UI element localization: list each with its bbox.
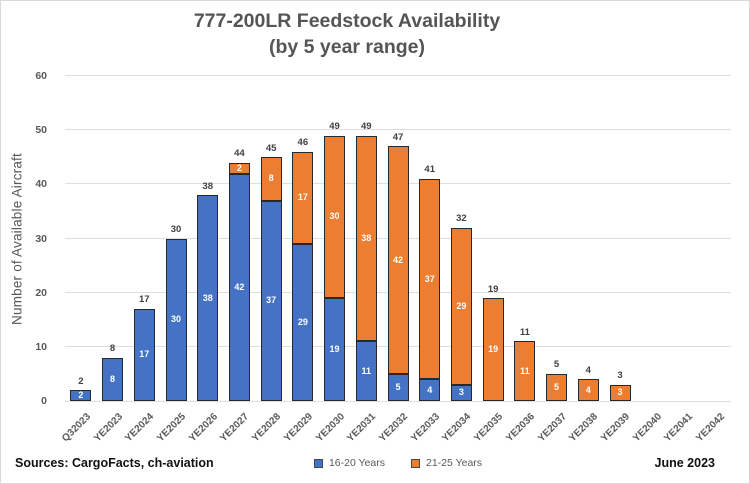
bar-segment-16-20-years: 30 (165, 238, 187, 401)
bar-segment-21-25-years: 11 (514, 341, 536, 401)
bar-segment-21-25-years: 19 (482, 298, 504, 401)
gridline-y50 (65, 129, 731, 131)
bar-segment-21-25-years: 8 (260, 157, 282, 201)
bar-ye2028: 37 8 (260, 157, 282, 401)
legend-label: 16-20 Years (328, 457, 385, 469)
bar-total-label-ye2032: 47 (392, 131, 404, 143)
bar-total-label-ye2037: 5 (553, 359, 560, 371)
x-axis-labels: Q32023 YE2023 YE2024 YE2025 YE2026 YE2027 YE20… (60, 404, 731, 456)
bar-segment-21-25-years: 5 (546, 373, 568, 401)
legend: 16-20 Years 21-25 Years (65, 458, 731, 469)
bar-segment-21-25-years: 17 (292, 151, 314, 244)
bar-segment-16-20-years: 4 (419, 379, 441, 401)
bar-ye2033: 4 37 (419, 178, 441, 401)
bar-segment-16-20-years: 11 (355, 341, 377, 401)
bar-segment-21-25-years: 30 (324, 135, 346, 299)
bar-ye2035: 19 (482, 298, 504, 401)
legend-label: 21-25 Years (426, 457, 483, 469)
y-tick-label-0: 0 (41, 395, 47, 407)
bar-ye2025: 30 (165, 238, 187, 401)
bar-total-label-ye2029: 46 (297, 137, 309, 149)
legend-item-16-20-years: 16-20 Years (313, 457, 385, 469)
bar-ye2039: 3 (609, 384, 631, 401)
y-tick-label-40: 40 (35, 178, 47, 191)
bar-segment-16-20-years: 8 (102, 357, 124, 401)
legend-square-icon (313, 458, 323, 468)
bar-segment-21-25-years: 37 (419, 178, 441, 380)
bar-segment-16-20-years: 29 (292, 243, 314, 401)
bar-ye2030: 19 30 (324, 135, 346, 401)
bar-total-label-ye2038: 4 (585, 364, 591, 376)
bar-total-label-ye2030: 49 (329, 121, 340, 133)
bar-total-label-ye2028: 45 (265, 142, 277, 154)
bar-segment-16-20-years: 5 (387, 373, 409, 401)
y-tick-label-60: 60 (35, 70, 47, 82)
bar-segment-16-20-years: 38 (197, 195, 219, 401)
bar-ye2024: 17 (133, 308, 155, 401)
bar-segment-21-25-years: 4 (577, 379, 599, 401)
bar-total-label-ye2026: 38 (202, 180, 213, 192)
bar-total-label-ye2024: 17 (138, 294, 150, 306)
bar-segment-16-20-years: 42 (228, 173, 250, 401)
bar-segment-21-25-years: 3 (609, 384, 631, 401)
date-text: June 2023 (654, 456, 715, 470)
bar-total-label-ye2033: 41 (424, 164, 435, 176)
chart-title-line1: 777-200LR Feedstock Availability (193, 10, 501, 32)
bar-segment-21-25-years: 42 (387, 146, 409, 374)
bar-segment-16-20-years: 3 (450, 384, 472, 401)
y-tick-label-10: 10 (35, 340, 47, 353)
bar-total-label-ye2036: 11 (519, 326, 530, 338)
bar-q32023: 2 (70, 390, 92, 401)
bar-segment-21-25-years: 2 (228, 162, 250, 174)
bar-total-label-ye2039: 3 (617, 370, 623, 382)
bar-segment-16-20-years: 19 (324, 298, 346, 401)
bar-total-label-ye2025: 30 (170, 224, 182, 235)
bar-segment-16-20-years: 37 (260, 200, 282, 401)
y-axis-ticks: 0 10 20 30 40 50 60 (1, 71, 56, 406)
y-tick-label-30: 30 (35, 232, 47, 245)
bar-total-label-ye2023: 8 (109, 343, 116, 355)
gridline-y0 (65, 401, 731, 402)
bar-ye2023: 8 (102, 357, 124, 401)
y-tick-label-20: 20 (35, 286, 47, 299)
y-tick-label-50: 50 (35, 124, 47, 137)
bar-segment-21-25-years: 38 (355, 135, 377, 342)
gridline-y60 (65, 75, 731, 76)
legend-square-icon (411, 458, 420, 468)
bar-total-label-ye2034: 32 (456, 213, 467, 225)
bar-segment-16-20-years: 17 (133, 308, 155, 401)
bar-total-label-ye2027: 44 (234, 148, 245, 160)
bar-segment-21-25-years: 29 (450, 227, 472, 385)
bar-ye2029: 29 17 (292, 151, 314, 401)
bar-ye2027: 42 2 (228, 162, 250, 401)
bar-ye2036: 11 (514, 341, 536, 401)
bar-ye2026: 38 (197, 195, 219, 401)
bar-ye2031: 11 38 (355, 135, 377, 401)
sources-text: Sources: CargoFacts, ch-aviation (15, 456, 214, 470)
bar-ye2038: 4 (577, 379, 599, 401)
bar-segment-16-20-years: 2 (70, 390, 92, 401)
bar-total-label-ye2035: 19 (487, 283, 499, 295)
chart-title-line2: (by 5 year range) (268, 36, 426, 58)
bar-ye2032: 5 42 (387, 146, 409, 401)
chart-title: 777-200LR Feedstock Availability (by 5 y… (1, 8, 693, 60)
bar-total-label-q32023: 2 (78, 375, 84, 387)
bar-total-label-ye2031: 49 (360, 121, 372, 133)
bar-ye2034: 3 29 (450, 227, 472, 401)
bar-ye2037: 5 (546, 373, 568, 401)
plot-area: 2 2 8 8 17 17 30 30 38 38 42 2 44 37 8 45 29 17 46 19 30 49 11… (65, 75, 731, 402)
legend-item-21-25-years: 21-25 Years (411, 458, 482, 469)
